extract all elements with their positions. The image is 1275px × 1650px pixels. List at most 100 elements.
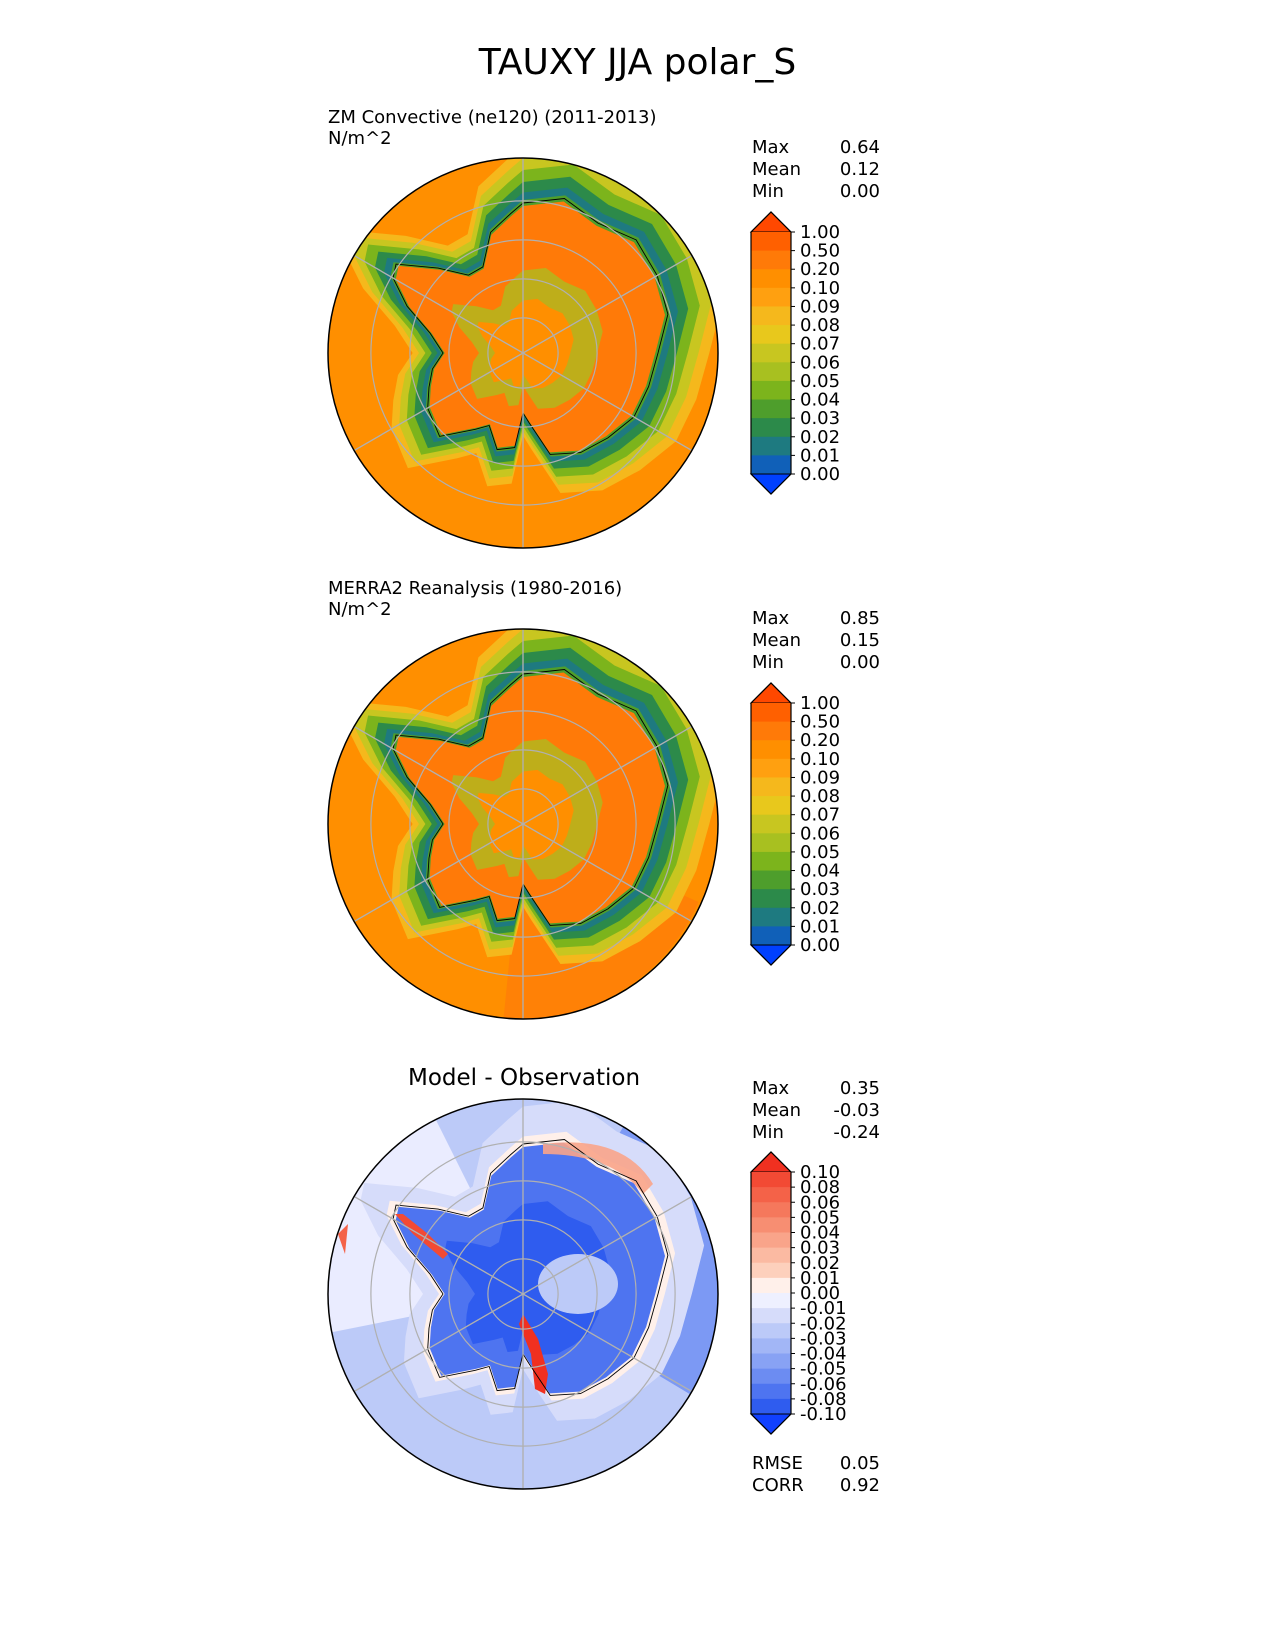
cbar2-tick-label: 0.06 <box>800 823 840 844</box>
cbar1-tick-label: 0.05 <box>800 371 840 392</box>
cbar3-tick-label: 0.00 <box>800 1283 840 1304</box>
cbar3-tick-label: -0.02 <box>800 1313 847 1334</box>
cbar3-band <box>751 1383 791 1400</box>
cbar1-tick-label: 0.04 <box>800 390 840 411</box>
panel3-title: Model - Observation <box>408 1065 641 1091</box>
cbar1-tick-label: 0.02 <box>800 427 840 448</box>
panel1-colorbar: 1.000.500.200.100.090.080.070.060.050.04… <box>749 211 840 495</box>
map2-meridian <box>353 1195 693 1393</box>
cbar3-band <box>751 1323 791 1339</box>
panel2-max-value: 0.85 <box>839 608 880 629</box>
panel2-mean-label: Mean <box>752 630 802 651</box>
cbar3-tick-label: 0.08 <box>800 1177 840 1198</box>
map2-positive-streak <box>395 1214 448 1259</box>
panel1-min-value: 0.00 <box>839 181 880 202</box>
panel1-max-value: 0.64 <box>839 137 880 158</box>
cbar2-extend-top <box>749 682 793 704</box>
cbar3-tick-label: 0.06 <box>800 1192 840 1213</box>
cbar2-band <box>751 889 791 909</box>
cbar1-band <box>751 232 791 252</box>
cbar1-extend-bottom <box>749 473 793 495</box>
panel1-mean-value: 0.12 <box>839 159 880 180</box>
cbar1-tick-label: 0.07 <box>800 334 840 355</box>
cbar2-band <box>751 703 791 723</box>
cbar3-band <box>751 1202 791 1218</box>
cbar1-band <box>751 418 791 438</box>
cbar3-tick-label: 0.01 <box>800 1268 840 1289</box>
map2-interior-field <box>445 1201 610 1355</box>
cbar3-tick-label: -0.05 <box>800 1359 847 1380</box>
cbar1-band <box>751 343 791 363</box>
cbar1-tick-label: 0.00 <box>800 464 840 485</box>
panel2-polar-map <box>327 628 719 1020</box>
cbar3-band <box>751 1262 791 1279</box>
panel1-title: ZM Convective (ne120) (2011-2013) <box>328 107 657 128</box>
map0-field <box>328 158 718 548</box>
cbar3-band <box>751 1368 791 1385</box>
panel1-units: N/m^2 <box>328 128 392 149</box>
panel3-min-label: Min <box>752 1122 784 1143</box>
cbar2-band <box>751 870 791 890</box>
panel2-stats: Max 0.85 Mean 0.15 Min 0.00 <box>752 608 880 674</box>
panel3-min-value: -0.24 <box>833 1122 880 1143</box>
panel3-max-value: 0.35 <box>839 1078 880 1099</box>
cbar2-band <box>751 926 791 946</box>
map2-boundary <box>327 1098 719 1490</box>
cbar2-band <box>751 907 791 927</box>
cbar3-band <box>751 1308 791 1324</box>
cbar2-band <box>751 796 791 816</box>
cbar3-band <box>751 1172 791 1188</box>
figure-title: TAUXY JJA polar_S <box>478 42 797 83</box>
cbar3-tick-label: 0.04 <box>800 1223 840 1244</box>
map0-coastline <box>392 198 669 455</box>
panel3-max-label: Max <box>752 1078 790 1099</box>
cbar1-band <box>751 436 791 456</box>
cbar2-tick-label: 0.20 <box>800 730 840 751</box>
panel2-title: MERRA2 Reanalysis (1980-2016) <box>328 578 623 599</box>
corr-label: CORR <box>752 1475 804 1496</box>
cbar1-tick-label: 0.50 <box>800 241 840 262</box>
panel2-colorbar: 1.000.500.200.100.090.080.070.060.050.04… <box>749 682 840 966</box>
rmse-label: RMSE <box>752 1453 803 1474</box>
cbar2-tick-label: 0.00 <box>800 935 840 956</box>
cbar3-band <box>751 1277 791 1294</box>
cbar3-tick-label: -0.03 <box>800 1328 847 1349</box>
map0-meridian <box>353 254 693 452</box>
cbar2-tick-label: 0.02 <box>800 898 840 919</box>
panel1-min-label: Min <box>752 181 784 202</box>
map1-coastline <box>392 669 669 926</box>
cbar3-band <box>751 1217 791 1233</box>
map0-boundary <box>327 157 719 549</box>
cbar1-band <box>751 269 791 289</box>
corr-value: 0.92 <box>839 1475 880 1496</box>
cbar3-tick-label: -0.06 <box>800 1374 847 1395</box>
cbar2-band <box>751 740 791 760</box>
panel1-polar-map <box>327 157 719 549</box>
cbar2-band <box>751 833 791 853</box>
panel2-units: N/m^2 <box>328 599 392 620</box>
cbar1-tick-label: 0.20 <box>800 259 840 280</box>
map0-pole-field <box>477 298 574 389</box>
cbar2-band <box>751 758 791 778</box>
cbar3-extend-bottom <box>749 1413 793 1435</box>
cbar2-band <box>751 721 791 741</box>
cbar3-tick-label: 0.10 <box>800 1162 840 1183</box>
panel1-stats: Max 0.64 Mean 0.12 Min 0.00 <box>752 137 880 203</box>
cbar1-band <box>751 399 791 419</box>
panel3-polar-map <box>327 1098 719 1490</box>
map1-pole-field <box>477 769 574 860</box>
cbar3-band <box>751 1398 791 1415</box>
cbar2-tick-label: 0.07 <box>800 805 840 826</box>
cbar3-tick-label: 0.02 <box>800 1253 840 1274</box>
cbar1-tick-label: 0.08 <box>800 315 840 336</box>
cbar1-band <box>751 455 791 475</box>
rmse-value: 0.05 <box>839 1453 880 1474</box>
cbar1-tick-label: 0.10 <box>800 278 840 299</box>
panel3-stats: Max 0.35 Mean -0.03 Min -0.24 <box>752 1078 880 1144</box>
panel1-max-label: Max <box>752 137 790 158</box>
map2-positive-spot <box>338 1224 348 1254</box>
cbar2-band <box>751 851 791 872</box>
cbar3-tick-label: 0.05 <box>800 1207 840 1228</box>
cbar2-tick-label: 0.09 <box>800 767 840 788</box>
cbar1-band <box>751 380 791 401</box>
